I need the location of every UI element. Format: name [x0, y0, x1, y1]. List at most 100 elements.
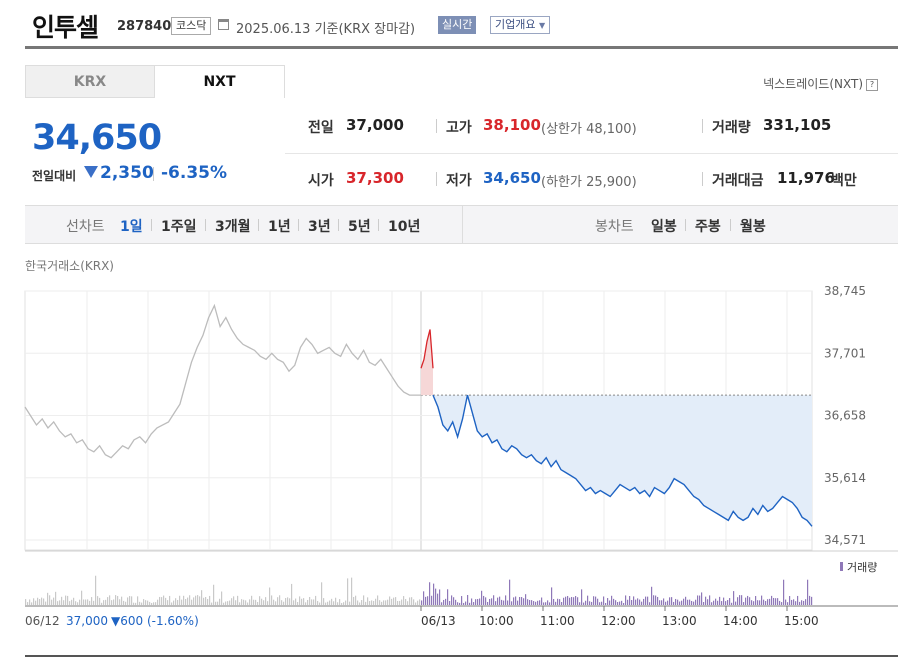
realtime-button[interactable]: 실시간 — [438, 16, 477, 34]
volume-bar — [611, 595, 613, 605]
volume-bar — [405, 599, 407, 605]
market-badge: 코스닥 — [171, 17, 212, 35]
period-10y[interactable]: 10년 — [388, 219, 421, 235]
volume-bar — [663, 598, 665, 605]
volume-bar — [187, 597, 189, 605]
period-3m[interactable]: 3개월 — [215, 219, 251, 235]
period-1d[interactable]: 1일 — [120, 219, 143, 235]
volume-bar — [171, 602, 173, 605]
volume-bar — [779, 600, 781, 605]
high-label: 고가 — [446, 120, 472, 136]
volume-bar — [227, 601, 229, 605]
x-tick-label: 10:00 — [479, 614, 514, 628]
y-tick-label: 34,571 — [824, 533, 866, 547]
volume-bar — [261, 598, 263, 605]
volume-bar — [569, 597, 571, 605]
amount-value: 11,976 — [777, 169, 835, 187]
tab-nxt[interactable]: NXT — [154, 65, 285, 98]
volume-bar — [49, 595, 51, 605]
volume-bar — [167, 600, 169, 605]
volume-bar — [803, 600, 805, 605]
volume-bar — [255, 599, 257, 605]
volume-bar — [193, 597, 195, 605]
volume-bar — [155, 602, 157, 605]
volume-bar — [67, 595, 69, 605]
volume-bar — [173, 600, 175, 605]
volume-bar — [735, 601, 737, 605]
volume-bar — [573, 597, 575, 605]
volume-bar — [381, 601, 383, 605]
volume-bar — [559, 599, 561, 605]
volume-bar — [115, 595, 117, 605]
volume-bar — [179, 595, 181, 605]
volume-bar — [165, 597, 167, 605]
volume-bar — [801, 600, 803, 605]
volume-bar — [517, 600, 519, 605]
volume-bar — [299, 596, 301, 605]
period-5y[interactable]: 5년 — [348, 219, 371, 235]
calendar-clock-icon — [218, 19, 229, 30]
volume-bar — [459, 602, 461, 605]
volume-bar — [691, 600, 693, 605]
stats-divider — [285, 153, 898, 154]
volume-bar — [577, 597, 579, 605]
low-value: 34,650 — [483, 169, 541, 187]
volume-bar — [477, 599, 479, 605]
volume-bar — [259, 596, 261, 605]
candle-daily[interactable]: 일봉 — [651, 219, 677, 235]
volume-bar — [479, 598, 481, 605]
volume-bar — [309, 596, 311, 605]
volume-bar — [781, 602, 783, 605]
period-divider — [338, 219, 339, 231]
volume-bar — [289, 598, 291, 605]
volume-bar — [643, 598, 645, 605]
volume-bar — [119, 599, 121, 605]
volume-bar — [437, 593, 439, 605]
volume-bar — [539, 600, 541, 605]
volume-bar — [79, 599, 81, 605]
period-bar-divider — [462, 205, 463, 244]
volume-bar — [397, 600, 399, 605]
volume-bar — [439, 589, 441, 605]
period-bar — [25, 205, 898, 244]
candle-weekly[interactable]: 주봉 — [695, 219, 721, 235]
volume-bar — [301, 598, 303, 605]
volume-bar — [195, 595, 197, 605]
volume-bar — [121, 596, 123, 605]
volume-bar — [123, 600, 125, 605]
period-3y[interactable]: 3년 — [308, 219, 331, 235]
volume-bar — [315, 595, 317, 605]
volume-bar — [127, 597, 129, 605]
volume-bar — [399, 600, 401, 605]
volume-bar — [543, 602, 545, 605]
candle-monthly[interactable]: 월봉 — [740, 219, 766, 235]
volume-bar — [535, 601, 537, 605]
volume-bar — [291, 583, 293, 605]
volume-bar — [443, 599, 445, 605]
volume-bar — [499, 596, 501, 605]
volume-bar — [789, 596, 791, 605]
volume-bar — [689, 599, 691, 605]
volume-bar — [625, 595, 627, 605]
volume-bar — [133, 602, 135, 605]
volume-bar — [219, 598, 221, 605]
x-tick-label: 13:00 — [662, 614, 697, 628]
period-1y[interactable]: 1년 — [268, 219, 291, 235]
period-divider — [205, 219, 206, 231]
volume-bar — [737, 597, 739, 605]
x-axis-ticks: 06/13 10:00 11:00 12:00 13:00 14:00 15:00 — [420, 606, 819, 628]
volume-bar — [359, 602, 361, 605]
nextrade-link-label: 넥스트레이드(NXT) — [763, 77, 863, 91]
volume-bar — [313, 599, 315, 605]
company-overview-button[interactable]: 기업개요 ▼ — [490, 16, 551, 34]
period-1w[interactable]: 1주일 — [161, 219, 197, 235]
nextrade-link[interactable]: 넥스트레이드(NXT)? — [763, 75, 878, 92]
volume-bar — [471, 598, 473, 605]
volume-bar — [371, 600, 373, 605]
below-reference-fill — [433, 395, 812, 527]
help-icon[interactable]: ? — [866, 79, 878, 91]
volume-bar — [491, 598, 493, 605]
volume-bar — [649, 602, 651, 605]
volume-bar — [521, 597, 523, 605]
